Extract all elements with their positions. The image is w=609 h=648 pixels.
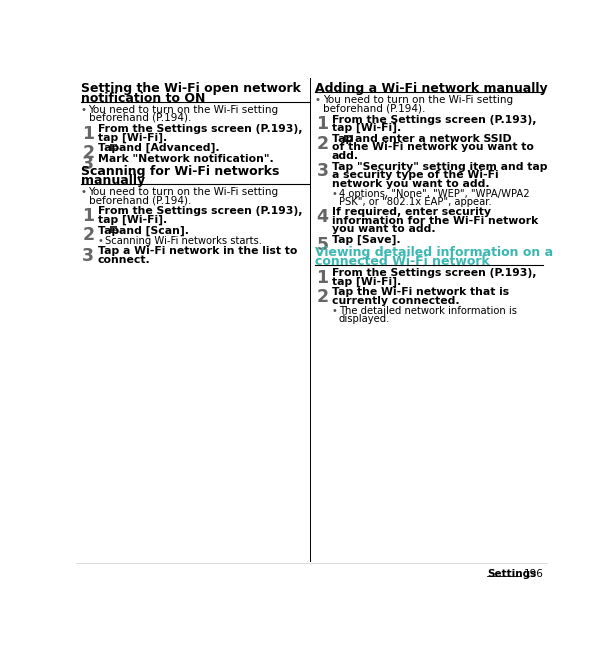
Text: •: • [98, 237, 104, 246]
Text: 1: 1 [82, 124, 94, 143]
Text: Setting the Wi-Fi open network: Setting the Wi-Fi open network [81, 82, 301, 95]
Bar [345, 135, 353, 142]
Text: Adding a Wi-Fi network manually: Adding a Wi-Fi network manually [315, 82, 547, 95]
Text: beforehand (P.194).: beforehand (P.194). [88, 113, 191, 122]
Text: displayed.: displayed. [339, 314, 390, 324]
Text: PSK", or "802.1x EAP", appear.: PSK", or "802.1x EAP", appear. [339, 197, 491, 207]
Text: The detailed network information is: The detailed network information is [339, 307, 517, 316]
Text: add.: add. [332, 151, 359, 161]
Text: 1: 1 [82, 207, 94, 225]
Text: From the Settings screen (P.193),: From the Settings screen (P.193), [332, 268, 537, 278]
Text: From the Settings screen (P.193),: From the Settings screen (P.193), [98, 124, 302, 134]
Text: 1: 1 [316, 115, 328, 133]
Text: From the Settings screen (P.193),: From the Settings screen (P.193), [332, 115, 537, 124]
Text: currently connected.: currently connected. [332, 295, 460, 306]
Text: 3: 3 [82, 247, 94, 265]
Text: 1: 1 [316, 269, 328, 286]
Text: tap [Wi-Fi].: tap [Wi-Fi]. [332, 277, 401, 286]
Text: of the Wi-Fi network you want to: of the Wi-Fi network you want to [332, 143, 533, 152]
Text: tap [Wi-Fi].: tap [Wi-Fi]. [332, 123, 401, 133]
Text: you want to add.: you want to add. [332, 224, 435, 234]
Text: From the Settings screen (P.193),: From the Settings screen (P.193), [98, 206, 302, 216]
Text: notification to ON: notification to ON [81, 91, 205, 104]
Text: Tap "Security" setting item and tap: Tap "Security" setting item and tap [332, 162, 547, 172]
Text: and [Advanced].: and [Advanced]. [119, 143, 220, 154]
Text: and enter a network SSID: and enter a network SSID [354, 134, 511, 144]
Text: connected Wi-Fi network: connected Wi-Fi network [315, 255, 490, 268]
Text: beforehand (P.194).: beforehand (P.194). [323, 104, 425, 113]
Bar [110, 226, 118, 233]
Bar [110, 144, 118, 151]
Text: Tap: Tap [98, 226, 123, 236]
Text: 4 options, "None", "WEP", "WPA/WPA2: 4 options, "None", "WEP", "WPA/WPA2 [339, 189, 529, 200]
Text: network you want to add.: network you want to add. [332, 179, 490, 189]
Text: If required, enter security: If required, enter security [332, 207, 491, 217]
Text: You need to turn on the Wi-Fi setting: You need to turn on the Wi-Fi setting [323, 95, 513, 106]
Text: 196: 196 [524, 569, 544, 579]
Text: •: • [332, 307, 338, 316]
Text: 4: 4 [316, 208, 328, 226]
Text: a security type of the Wi-Fi: a security type of the Wi-Fi [332, 170, 499, 180]
Text: Tap [Save].: Tap [Save]. [332, 235, 401, 245]
Text: tap [Wi-Fi].: tap [Wi-Fi]. [98, 132, 167, 143]
Text: Scanning Wi-Fi networks starts.: Scanning Wi-Fi networks starts. [105, 237, 262, 246]
Text: 2: 2 [82, 226, 94, 244]
Text: Tap: Tap [332, 134, 357, 144]
Text: information for the Wi-Fi network: information for the Wi-Fi network [332, 216, 538, 226]
Text: Scanning for Wi-Fi networks: Scanning for Wi-Fi networks [81, 165, 279, 178]
Text: and [Scan].: and [Scan]. [119, 226, 189, 236]
Text: •: • [81, 105, 86, 115]
Text: •: • [332, 189, 338, 200]
Text: Tap the Wi-Fi network that is: Tap the Wi-Fi network that is [332, 287, 509, 297]
Text: 2: 2 [316, 135, 328, 153]
Text: tap [Wi-Fi].: tap [Wi-Fi]. [98, 215, 167, 225]
Text: Tap: Tap [98, 143, 123, 153]
Text: 5: 5 [316, 236, 328, 253]
Text: 3: 3 [82, 155, 94, 173]
Text: •: • [81, 187, 86, 197]
Text: You need to turn on the Wi-Fi setting: You need to turn on the Wi-Fi setting [88, 105, 279, 115]
Text: Viewing detailed information on a: Viewing detailed information on a [315, 246, 553, 259]
Text: manually: manually [81, 174, 145, 187]
Text: 3: 3 [316, 163, 328, 180]
Text: Settings: Settings [487, 569, 536, 579]
Text: Mark "Network notification".: Mark "Network notification". [98, 154, 273, 164]
Text: 2: 2 [316, 288, 328, 306]
Text: You need to turn on the Wi-Fi setting: You need to turn on the Wi-Fi setting [88, 187, 279, 197]
Text: connect.: connect. [98, 255, 150, 265]
Text: 2: 2 [82, 144, 94, 162]
Text: Tap a Wi-Fi network in the list to: Tap a Wi-Fi network in the list to [98, 246, 297, 257]
Text: •: • [315, 95, 321, 106]
Text: beforehand (P.194).: beforehand (P.194). [88, 195, 191, 205]
